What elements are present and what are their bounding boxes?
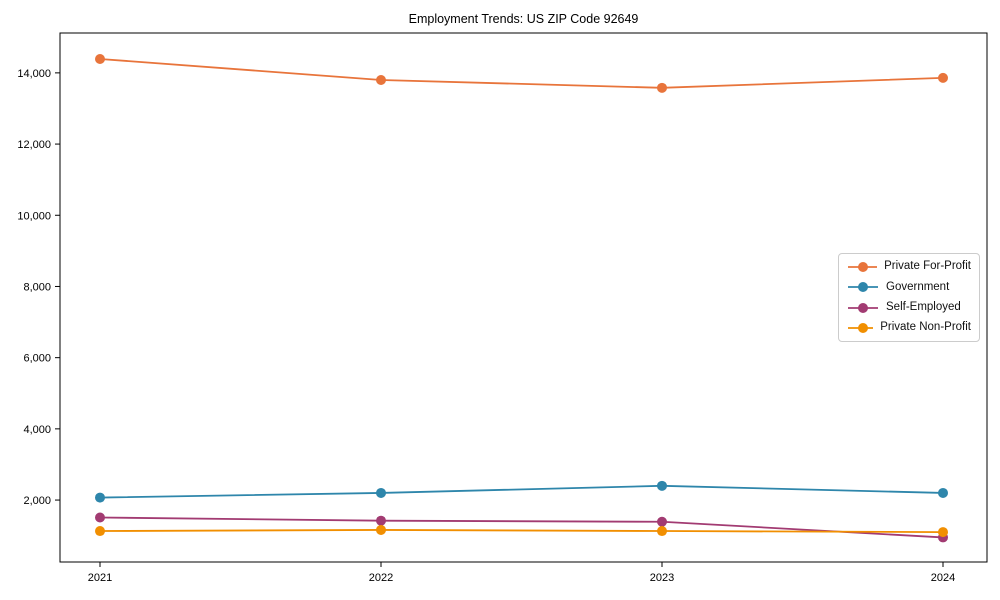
x-tick-label: 2022 — [369, 572, 393, 584]
legend-line-marker-icon — [848, 302, 878, 313]
series-marker-self-employed — [376, 515, 386, 526]
series-marker-self-employed — [95, 512, 105, 523]
y-tick-label: 14,000 — [17, 68, 51, 80]
y-tick-label: 10,000 — [17, 210, 51, 222]
series-marker-private-non-profit — [938, 527, 948, 538]
series-marker-private-non-profit — [95, 526, 105, 537]
series-marker-private-for-profit — [938, 72, 948, 83]
legend-item-self-employed: Self-Employed — [847, 300, 971, 314]
legend-label: Private For-Profit — [884, 260, 971, 273]
series-line-private-for-profit — [99, 58, 944, 89]
legend-line-marker-icon — [848, 262, 878, 272]
y-tick-label: 8,000 — [23, 281, 51, 293]
legend-item-private-for-profit: Private For-Profit — [847, 261, 971, 273]
series-marker-government — [376, 487, 386, 498]
legend-line-marker-icon — [848, 282, 878, 293]
legend-label: Private Non-Profit — [880, 321, 971, 334]
y-tick-label: 4,000 — [23, 424, 51, 436]
series-line-self-employed — [99, 516, 944, 539]
series-marker-private-non-profit — [376, 524, 386, 535]
series-marker-private-for-profit — [657, 82, 667, 93]
chart-title: Employment Trends: US ZIP Code 92649 — [408, 12, 639, 26]
series-marker-government — [938, 487, 948, 498]
series-line-private-non-profit — [99, 529, 944, 533]
legend-item-private-non-profit: Private Non-Profit — [847, 322, 971, 334]
y-tick-label: 6,000 — [23, 353, 51, 365]
legend-box: Private For-Profit Government Self-Employe… — [838, 253, 980, 342]
series-marker-government — [657, 480, 667, 491]
series-marker-government — [95, 492, 105, 503]
series-marker-private-for-profit — [95, 53, 105, 64]
series-marker-self-employed — [657, 516, 667, 527]
legend-label: Government — [886, 280, 950, 293]
legend-item-government: Government — [847, 281, 971, 293]
y-tick-label: 2,000 — [23, 495, 51, 507]
plot-frame — [59, 32, 988, 563]
x-tick-label: 2024 — [931, 572, 955, 584]
series-marker-private-non-profit — [657, 526, 667, 537]
legend-label: Self-Employed — [886, 300, 961, 313]
series-line-government — [99, 484, 944, 499]
x-tick-label: 2021 — [88, 572, 112, 584]
legend-line-marker-icon — [848, 322, 874, 333]
series-marker-private-for-profit — [376, 74, 386, 85]
x-tick-label: 2023 — [650, 572, 674, 584]
y-tick-label: 12,000 — [17, 139, 51, 151]
